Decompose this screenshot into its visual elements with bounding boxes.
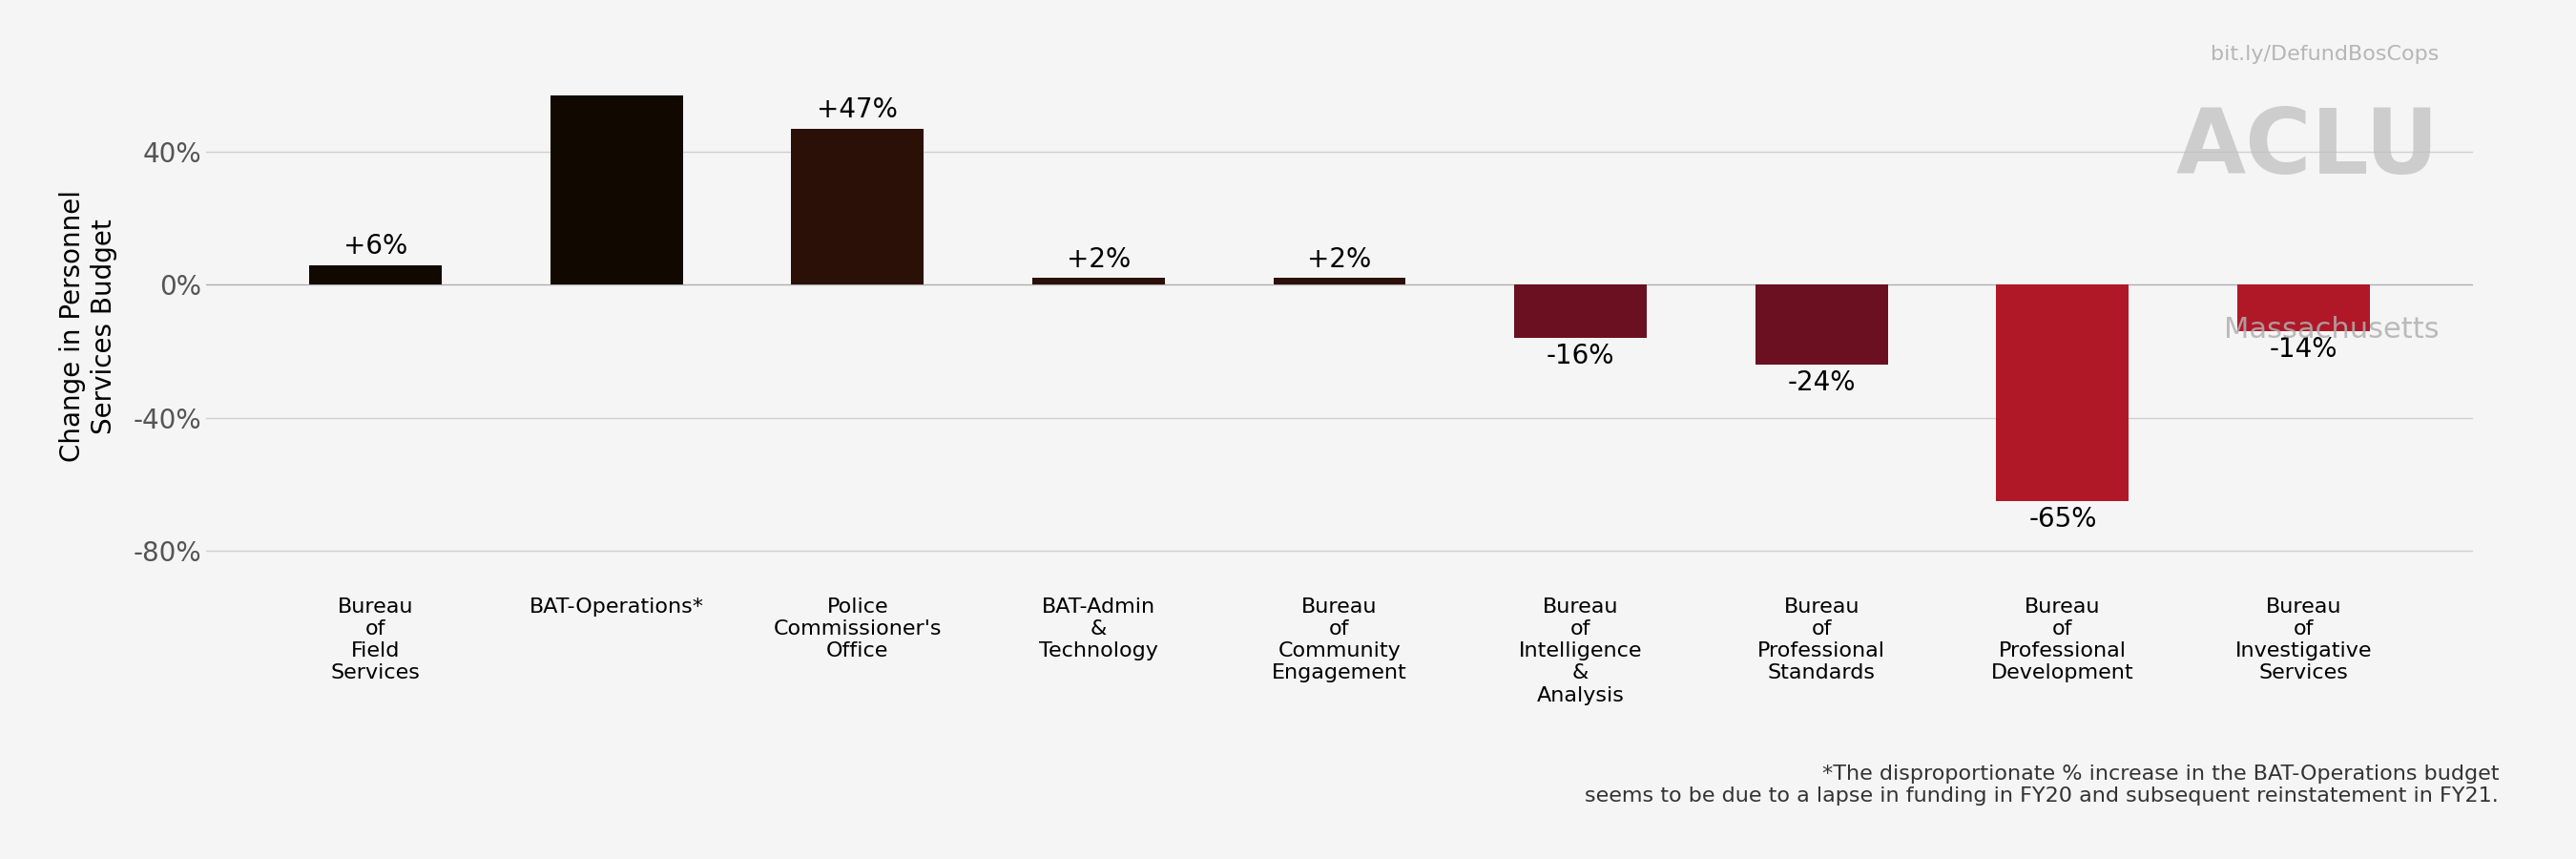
Text: Massachusetts: Massachusetts: [2223, 316, 2439, 344]
Text: *The disproportionate % increase in the BAT-Operations budget
seems to be due to: *The disproportionate % increase in the …: [1584, 765, 2499, 806]
Bar: [1515, 285, 1646, 338]
Y-axis label: Change in Personnel
Services Budget: Change in Personnel Services Budget: [59, 191, 116, 462]
Text: -14%: -14%: [2269, 337, 2339, 363]
Text: +6%: +6%: [343, 233, 407, 260]
Bar: [309, 265, 440, 285]
Text: -24%: -24%: [1788, 369, 1855, 396]
Bar: [1033, 278, 1164, 285]
Bar: [1273, 278, 1406, 285]
Text: +2%: +2%: [1066, 247, 1131, 273]
Bar: [1996, 285, 2128, 501]
Text: -16%: -16%: [1546, 343, 1615, 369]
Text: -65%: -65%: [2027, 506, 2097, 533]
Text: +47%: +47%: [817, 97, 899, 124]
Text: +2%: +2%: [1309, 247, 1370, 273]
Bar: [791, 129, 925, 285]
Bar: [2239, 285, 2370, 332]
Bar: [1754, 285, 1888, 365]
Bar: [551, 95, 683, 285]
Text: ACLU: ACLU: [2177, 105, 2439, 192]
Text: bit.ly/DefundBosCops: bit.ly/DefundBosCops: [2210, 45, 2439, 64]
